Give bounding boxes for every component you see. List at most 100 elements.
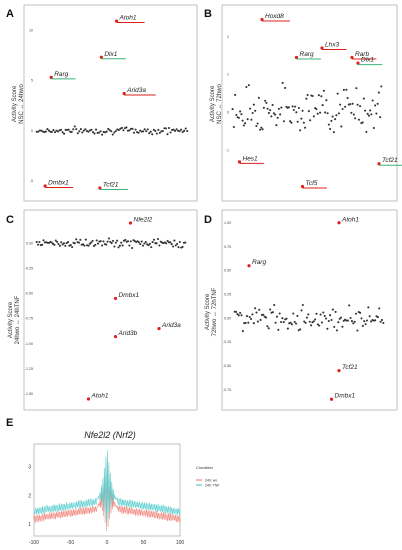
data-point — [314, 318, 317, 321]
data-point — [379, 320, 382, 323]
data-point — [244, 122, 247, 125]
data-point — [139, 243, 142, 246]
data-point — [267, 111, 270, 114]
highlight-point — [350, 55, 354, 60]
data-point — [275, 124, 278, 127]
data-point — [351, 102, 354, 105]
data-point — [237, 116, 240, 119]
data-point — [255, 125, 258, 128]
data-point — [250, 118, 253, 121]
data-point — [152, 238, 156, 241]
highlight-point — [329, 397, 334, 401]
ytick-label: -0.50 — [223, 364, 231, 368]
data-point — [339, 316, 343, 319]
data-point — [114, 241, 117, 244]
data-point — [300, 117, 303, 120]
data-point — [181, 245, 184, 248]
data-point — [252, 322, 255, 325]
data-point — [341, 107, 344, 111]
data-point — [63, 132, 66, 135]
data-point — [282, 120, 285, 123]
data-point — [247, 84, 250, 87]
data-point — [109, 240, 112, 243]
data-point — [382, 321, 385, 325]
xtick-label: 50 — [141, 540, 147, 546]
data-point — [70, 130, 73, 134]
data-point — [142, 130, 145, 133]
xtick-label: 100 — [176, 540, 185, 546]
data-point — [50, 130, 54, 133]
data-point — [305, 316, 309, 319]
gene-label: Dmbx1 — [48, 179, 69, 186]
data-point — [99, 240, 102, 243]
data-point — [94, 128, 98, 131]
gene-label: Tcf21 — [103, 181, 119, 188]
data-point — [60, 128, 63, 131]
data-point — [167, 126, 171, 130]
data-point — [319, 313, 322, 316]
data-point — [120, 241, 123, 244]
data-point — [356, 329, 359, 332]
data-point — [137, 131, 140, 134]
data-point — [155, 242, 158, 245]
data-point — [98, 131, 101, 134]
panel-d-letter: D — [204, 214, 212, 226]
highlight-point — [113, 335, 118, 339]
data-point — [155, 132, 158, 135]
data-point — [84, 128, 87, 131]
data-point — [375, 112, 378, 115]
data-point — [254, 109, 257, 112]
data-point — [327, 319, 330, 323]
gene-label: Atoh1 — [119, 15, 137, 22]
data-point — [377, 91, 380, 94]
panel-d-ylabel: Activity Score72hwo ↔ 72hTNF — [205, 287, 218, 336]
data-point — [334, 310, 337, 313]
ytick-label: 0.75 — [224, 245, 231, 249]
data-point — [335, 329, 339, 332]
data-point — [79, 238, 82, 241]
data-point — [330, 119, 333, 122]
data-point — [160, 130, 163, 133]
data-point — [156, 237, 160, 241]
ytick-label: 1 — [28, 522, 31, 528]
data-point — [71, 246, 74, 249]
data-point — [137, 241, 141, 244]
data-point — [322, 311, 325, 314]
data-point — [35, 130, 38, 133]
data-point — [180, 128, 183, 131]
ytick-label: 0.50 — [224, 269, 231, 273]
data-point — [330, 318, 333, 322]
data-point — [312, 115, 315, 118]
gene-label: Nfe2l2 — [134, 217, 153, 224]
data-point — [287, 106, 290, 109]
panel-e-frame — [33, 443, 181, 537]
gene-label: Arid3a — [161, 322, 181, 329]
data-point — [114, 130, 117, 133]
data-point — [232, 126, 235, 129]
data-point — [88, 242, 91, 245]
data-point — [292, 108, 295, 112]
data-point — [50, 241, 53, 244]
panel-c-ylabel: Activity Score24hwo ↔ 24hTNF — [8, 295, 21, 344]
data-point — [379, 116, 382, 119]
data-point — [261, 128, 264, 131]
ytick-label: 0.00 — [26, 241, 33, 245]
data-point — [266, 107, 269, 110]
xtick-label: -50 — [67, 540, 74, 546]
data-point — [296, 120, 299, 123]
data-point — [118, 244, 121, 247]
gene-label: Tcf5 — [306, 180, 318, 187]
data-point — [286, 327, 289, 330]
data-point — [333, 325, 336, 328]
data-point — [322, 89, 325, 92]
data-point — [241, 119, 244, 122]
gene-label: Rarg — [252, 259, 266, 266]
data-point — [241, 330, 244, 333]
data-point — [366, 112, 369, 115]
data-point — [376, 316, 379, 319]
data-point — [315, 107, 318, 111]
data-point — [105, 243, 108, 246]
data-point — [279, 113, 282, 116]
data-point — [260, 126, 263, 129]
data-point — [110, 130, 113, 133]
